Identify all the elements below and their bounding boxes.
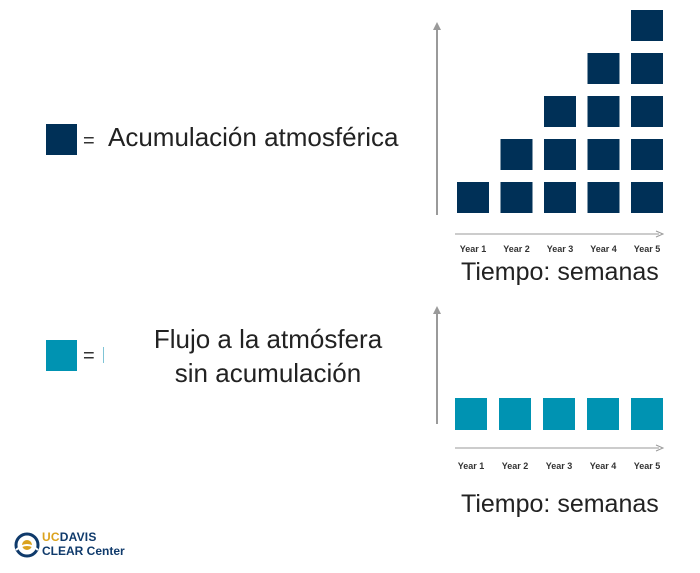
chart2-x-arrow-icon [655,444,665,452]
logo-center-text: CLEAR Center [42,544,125,558]
chart2-tick-label: Year 4 [590,461,617,471]
chart1-square-5-1 [631,182,663,213]
chart1-tick-label: Year 1 [460,244,487,254]
chart2-square-5-1 [631,398,663,430]
accumulation-equals: = [83,130,95,152]
chart1-square-3-1 [544,182,576,213]
chart1-square-4-2 [587,139,620,170]
chart1-square-3-3 [544,96,576,127]
chart1-square-4-4 [587,53,620,84]
chart1-tick-label: Year 2 [503,244,530,254]
chart2-tick-label: Year 2 [502,461,529,471]
chart2-square-4-1 [587,398,619,430]
chart1-square-5-5 [631,10,663,41]
chart2-y-arrow-icon [433,306,441,314]
ucdavis-logo: UCDAVIS CLEAR Center [14,529,154,563]
chart1-square-5-3 [631,96,663,127]
chart1-square-3-2 [544,139,576,170]
flow-label-line1: Flujo a la atmósfera [153,324,383,354]
chart1-square-4-1 [587,182,620,213]
flow-equals: = [83,345,95,367]
accumulation-swatch [46,124,77,155]
chart1-y-arrow-icon [433,22,441,30]
chart2-xlabel: Tiempo: semanas [461,490,659,518]
chart1-tick-label: Year 4 [590,244,617,254]
chart1-square-5-2 [631,139,663,170]
chart2-tick-label: Year 5 [634,461,661,471]
flow-label: Flujo a la atmósfera sin acumulación [118,322,418,390]
chart1-tick-label: Year 5 [634,244,661,254]
logo-mark-icon [14,532,40,558]
chart2-square-2-1 [499,398,531,430]
logo-ucdavis-text: UCDAVIS [42,530,97,544]
chart2-tick-label: Year 3 [546,461,573,471]
flow-cursor-mark [103,347,104,363]
chart1-x-arrow-icon [655,230,665,238]
chart2-tick-label: Year 1 [458,461,485,471]
chart2-square-1-1 [455,398,487,430]
chart1-square-2-2 [500,139,533,170]
chart1-square-4-3 [587,96,620,127]
chart1-square-2-1 [500,182,533,213]
accumulation-label: Acumulación atmosférica [108,122,399,152]
chart1-square-5-4 [631,53,663,84]
chart1-tick-label: Year 3 [547,244,574,254]
chart1-xlabel: Tiempo: semanas [461,258,659,286]
flow-label-line2: sin acumulación [174,358,362,388]
flow-swatch [46,340,77,371]
chart1-square-1-1 [457,182,489,213]
chart2-square-3-1 [543,398,575,430]
